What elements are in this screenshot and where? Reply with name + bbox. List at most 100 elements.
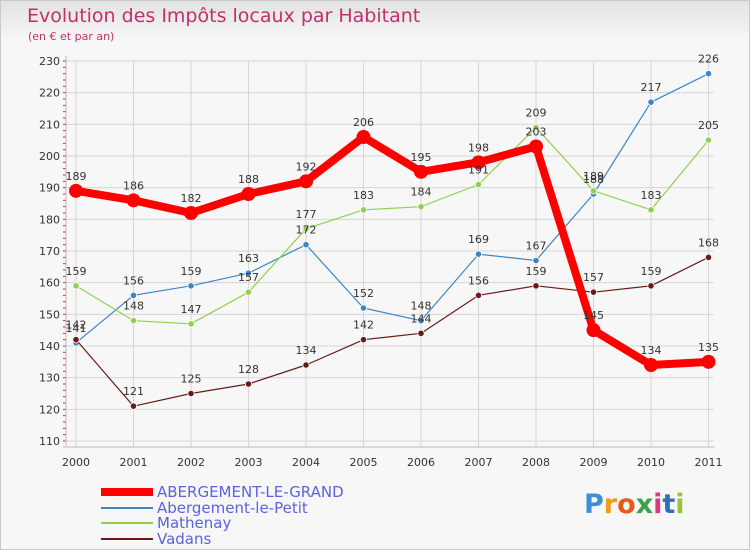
data-point (704, 70, 713, 78)
data-label: 195 (411, 151, 432, 164)
legend-swatch (101, 488, 153, 496)
data-point (244, 380, 253, 388)
proxiti-logo: Proxiti (584, 489, 685, 520)
data-label: 156 (468, 274, 489, 287)
legend-label: Vadans (157, 529, 212, 548)
data-point (647, 98, 655, 106)
data-point (129, 291, 138, 299)
data-label: 121 (123, 385, 144, 398)
data-point (359, 304, 368, 312)
legend-swatch (101, 506, 153, 509)
data-label: 183 (353, 189, 374, 202)
logo-letter: x (635, 489, 654, 520)
data-point (241, 187, 256, 201)
data-point (187, 389, 195, 398)
y-tick-label: 180 (39, 213, 60, 226)
x-tick-label: 2005 (350, 456, 378, 469)
data-point (417, 317, 425, 325)
x-tick-label: 2000 (62, 456, 90, 469)
data-label: 125 (181, 373, 202, 386)
y-tick-label: 220 (39, 87, 60, 100)
data-label: 186 (123, 179, 144, 192)
data-label: 203 (526, 126, 547, 139)
data-label: 144 (411, 312, 432, 325)
data-point (187, 320, 195, 328)
x-tick-label: 2001 (120, 456, 148, 469)
x-tick-label: 2003 (235, 456, 263, 469)
data-label: 163 (238, 252, 259, 265)
logo-letter: o (617, 489, 636, 520)
data-point (532, 282, 540, 290)
y-tick-label: 140 (39, 340, 60, 353)
data-point (704, 253, 713, 261)
data-label: 148 (411, 300, 432, 313)
data-label: 142 (66, 319, 87, 332)
data-label: 159 (526, 265, 547, 278)
x-tick-label: 2002 (177, 456, 205, 469)
y-tick-label: 110 (39, 435, 60, 448)
data-point (589, 187, 598, 195)
data-point (359, 336, 368, 344)
data-point (414, 164, 428, 179)
x-tick-label: 2009 (580, 456, 608, 469)
x-tick-label: 2008 (522, 456, 550, 469)
x-tick-label: 2010 (637, 456, 665, 469)
data-point (129, 317, 138, 325)
data-label: 169 (468, 233, 489, 246)
legend-swatch (101, 537, 153, 540)
legend-swatch (101, 522, 153, 524)
logo-letter: r (603, 489, 618, 520)
series-line-abergement-le-petit (75, 73, 710, 344)
data-point (302, 241, 310, 249)
data-point (471, 155, 486, 170)
data-label: 156 (123, 274, 144, 287)
data-label: 152 (353, 287, 374, 300)
legend-label: Mathenay (157, 514, 232, 532)
data-label: 168 (698, 236, 719, 249)
data-label: 157 (238, 271, 259, 284)
data-point (299, 174, 313, 189)
chart-subtitle: (en € et par an) (28, 30, 115, 43)
data-point (72, 282, 80, 290)
data-label: 188 (583, 173, 604, 186)
data-label: 159 (66, 265, 87, 278)
data-point (72, 336, 80, 344)
data-point (302, 361, 310, 369)
data-point (474, 250, 483, 258)
series-line-vadans (75, 256, 710, 407)
data-label: 142 (353, 319, 374, 332)
data-point (356, 130, 371, 144)
series-line-mathenay (75, 126, 710, 325)
y-tick-label: 160 (39, 277, 60, 290)
data-label: 205 (698, 119, 719, 132)
data-point (529, 139, 543, 154)
logo-letter: i (675, 489, 685, 520)
data-label: 182 (181, 192, 202, 205)
data-label: 141 (66, 322, 87, 335)
y-tick-label: 190 (39, 182, 60, 195)
data-label: 157 (583, 271, 604, 284)
data-point (474, 291, 483, 299)
data-label: 159 (181, 265, 202, 278)
chart-title: Evolution des Impôts locaux par Habitant (27, 5, 421, 27)
data-point (704, 136, 713, 144)
data-point (126, 193, 141, 208)
data-label: 128 (238, 363, 259, 376)
data-label: 159 (641, 265, 662, 278)
y-tick-label: 120 (39, 403, 60, 416)
data-label: 167 (526, 240, 547, 253)
logo-letter: P (584, 489, 604, 520)
y-tick-label: 210 (39, 118, 60, 131)
y-tick-label: 200 (39, 150, 60, 163)
data-point (359, 206, 368, 214)
y-tick-label: 150 (39, 308, 60, 321)
x-tick-label: 2004 (292, 456, 320, 469)
data-point (69, 183, 83, 198)
data-label: 226 (698, 53, 719, 66)
legend-label: ABERGEMENT-LE-GRAND (157, 483, 344, 501)
y-tick-label: 230 (39, 55, 60, 68)
data-point (532, 123, 540, 132)
data-label: 145 (583, 309, 604, 322)
